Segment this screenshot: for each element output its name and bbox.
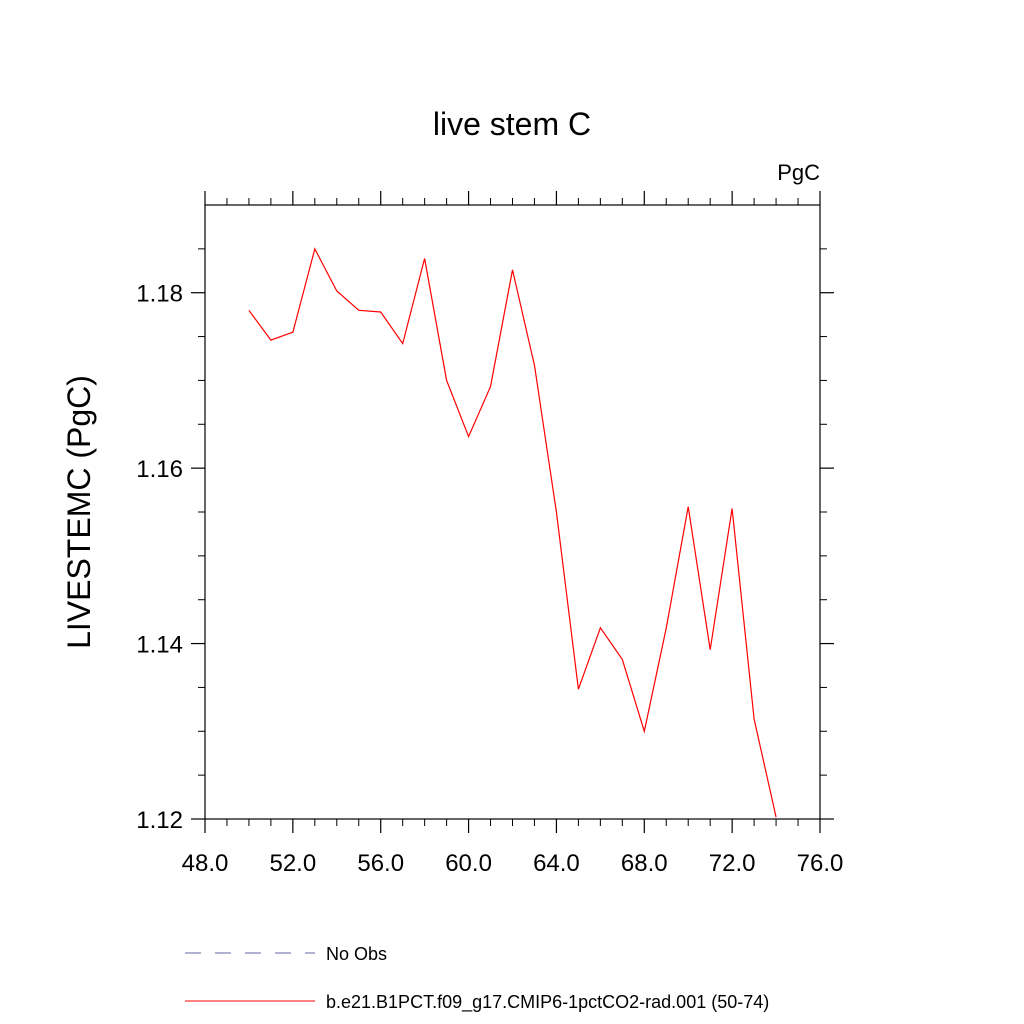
x-tick-label: 64.0 [533, 850, 580, 877]
y-axis-label: LIVESTEMC (PgC) [61, 375, 97, 649]
y-tick-label: 1.12 [136, 807, 183, 834]
series-layer [248, 247, 777, 818]
x-tick-label: 72.0 [709, 850, 756, 877]
x-tick-label: 68.0 [621, 850, 668, 877]
y-tick-label: 1.14 [136, 632, 183, 659]
x-tick-label: 76.0 [797, 850, 844, 877]
x-tick-label: 48.0 [182, 850, 229, 877]
plot-frame [204, 204, 821, 820]
y-tick-label: 1.18 [136, 281, 183, 308]
chart-title: live stem C [433, 106, 591, 142]
legend-label: No Obs [326, 944, 387, 964]
series-line [248, 247, 777, 818]
legend-label: b.e21.B1PCT.f09_g17.CMIP6-1pctCO2-rad.00… [326, 992, 769, 1013]
axis-ticks: 48.0 52.0 56.0 60.0 64.0 68.0 72.0 76.0 1.12 1.14… [136, 191, 843, 877]
x-tick-label: 60.0 [445, 850, 492, 877]
legend: No Obs b.e21.B1PCT.f09_g17.CMIP6-1pctCO2-… [185, 944, 769, 1013]
units-label: PgC [777, 160, 820, 185]
y-tick-label: 1.16 [136, 456, 183, 483]
x-tick-label: 52.0 [269, 850, 316, 877]
x-tick-label: 56.0 [357, 850, 404, 877]
